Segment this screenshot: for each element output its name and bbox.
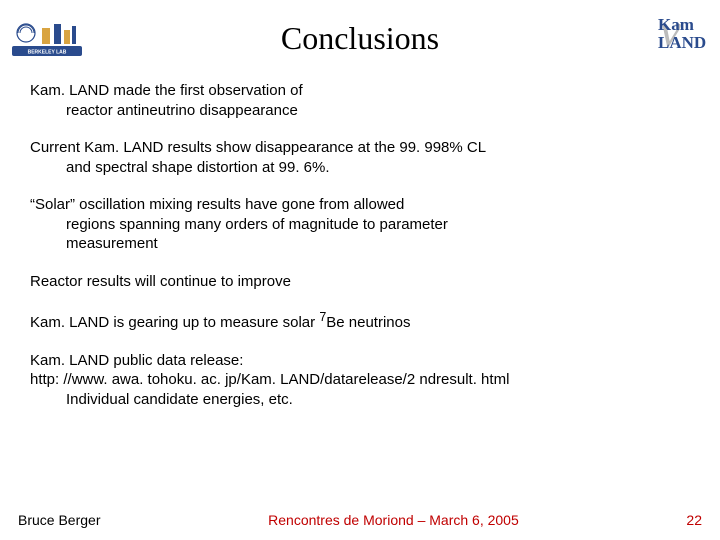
bullet-text: Reactor results will continue to improve (30, 272, 690, 292)
bullet-item: Current Kam. LAND results show disappear… (30, 138, 690, 177)
slide-body: Kam. LAND made the first observation of … (0, 57, 720, 409)
bullet-item: Kam. LAND public data release: http: //w… (30, 351, 690, 410)
bullet-text: measurement (30, 234, 690, 254)
slide-title: Conclusions (0, 0, 720, 57)
svg-text:BERKELEY LAB: BERKELEY LAB (28, 50, 67, 56)
bullet-text: and spectral shape distortion at 99. 6%. (30, 158, 690, 178)
footer-conference: Rencontres de Moriond – March 6, 2005 (100, 512, 686, 528)
bullet-text: regions spanning many orders of magnitud… (30, 215, 690, 235)
bullet-item: “Solar” oscillation mixing results have … (30, 195, 690, 254)
bullet-item: Kam. LAND made the first observation of … (30, 81, 690, 120)
berkeley-lab-logo: BERKELEY LAB (12, 22, 82, 58)
bullet-text: Kam. LAND is gearing up to measure solar… (30, 309, 690, 333)
kamland-logo: ν Kam LAND (634, 8, 706, 60)
bullet-item: Reactor results will continue to improve (30, 272, 690, 292)
bullet-text: Current Kam. LAND results show disappear… (30, 138, 690, 158)
slide-footer: Bruce Berger Rencontres de Moriond – Mar… (0, 512, 720, 528)
bullet-item: Kam. LAND is gearing up to measure solar… (30, 309, 690, 333)
bullet-link: http: //www. awa. tohoku. ac. jp/Kam. LA… (30, 370, 690, 390)
bullet-text: “Solar” oscillation mixing results have … (30, 195, 690, 215)
svg-text:LAND: LAND (658, 33, 706, 52)
svg-text:Kam: Kam (658, 15, 694, 34)
bullet-text: Kam. LAND made the first observation of (30, 81, 690, 101)
bullet-text: Individual candidate energies, etc. (30, 390, 690, 410)
footer-author: Bruce Berger (18, 512, 100, 528)
bullet-text: Kam. LAND public data release: (30, 351, 690, 371)
footer-page-number: 22 (686, 512, 702, 528)
bullet-text: reactor antineutrino disappearance (30, 101, 690, 121)
